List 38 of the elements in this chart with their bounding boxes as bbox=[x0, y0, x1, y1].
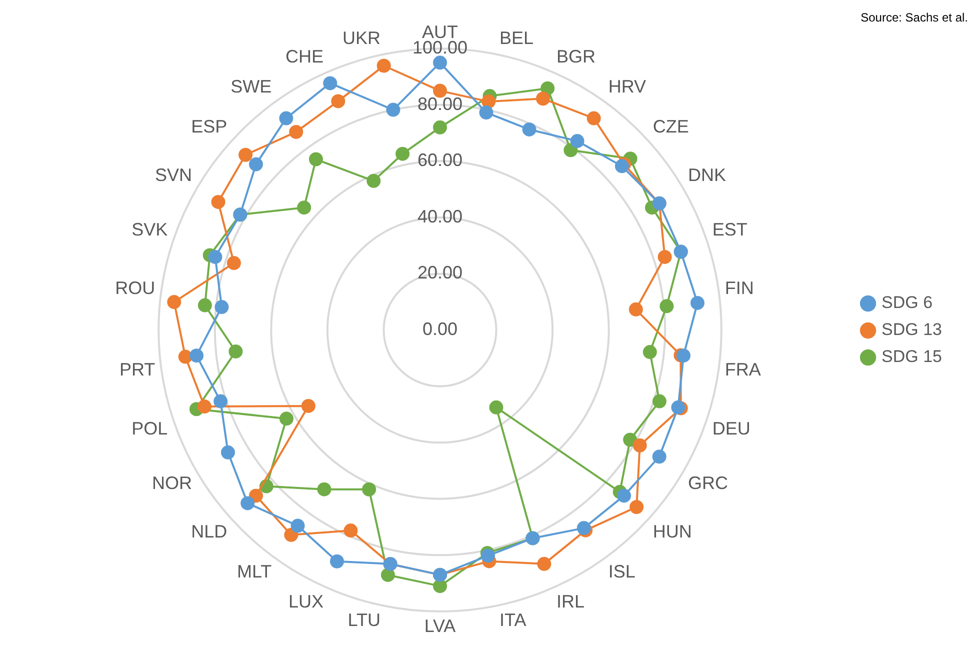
spoke-label: CHE bbox=[285, 46, 324, 67]
legend-label: SDG 15 bbox=[882, 347, 942, 366]
spoke-label: PRT bbox=[119, 360, 156, 380]
source-note: Source: Sachs et al. bbox=[860, 10, 968, 24]
y-tick-label: 0.00 bbox=[422, 318, 458, 339]
spoke-label: ESP bbox=[191, 116, 228, 137]
y-tick-label: 40.00 bbox=[417, 206, 463, 226]
y-tick-label: 80.00 bbox=[417, 94, 463, 114]
spoke-label: UKR bbox=[342, 28, 380, 48]
spoke-label: DEU bbox=[712, 418, 750, 438]
spoke-label: ISL bbox=[608, 561, 636, 582]
spoke-label: BGR bbox=[556, 46, 596, 67]
spoke-label: EST bbox=[712, 220, 748, 240]
spoke-label: FRA bbox=[724, 360, 761, 380]
spoke-label: HUN bbox=[652, 521, 692, 542]
y-tick-label: 20.00 bbox=[417, 262, 463, 283]
spoke-label: LUX bbox=[288, 591, 324, 612]
legend-label: SDG 6 bbox=[882, 293, 933, 312]
spoke-label: GRC bbox=[688, 472, 728, 493]
spoke-label: SVK bbox=[132, 220, 168, 240]
spoke-label: IRL bbox=[556, 591, 585, 612]
spoke-label: SVN bbox=[154, 164, 192, 185]
spoke-label: CZE bbox=[652, 116, 689, 137]
spoke-label: NLD bbox=[191, 521, 228, 542]
spoke-label: MLT bbox=[236, 561, 272, 582]
spoke-label: NOR bbox=[152, 472, 192, 493]
spoke-label: LTU bbox=[348, 610, 380, 630]
spoke-label: LVA bbox=[424, 616, 456, 636]
spoke-label: ROU bbox=[115, 278, 156, 298]
spoke-label: FIN bbox=[724, 278, 754, 298]
spoke-label: HRV bbox=[608, 76, 646, 96]
legend-label: SDG 13 bbox=[882, 320, 942, 340]
y-tick-label: 60.00 bbox=[417, 150, 463, 170]
spoke-label: BEL bbox=[500, 28, 534, 48]
spoke-label: DNK bbox=[688, 164, 726, 185]
spoke-label: POL bbox=[132, 418, 168, 438]
spoke-label: SWE bbox=[230, 76, 272, 96]
spoke-label: ITA bbox=[500, 610, 526, 630]
